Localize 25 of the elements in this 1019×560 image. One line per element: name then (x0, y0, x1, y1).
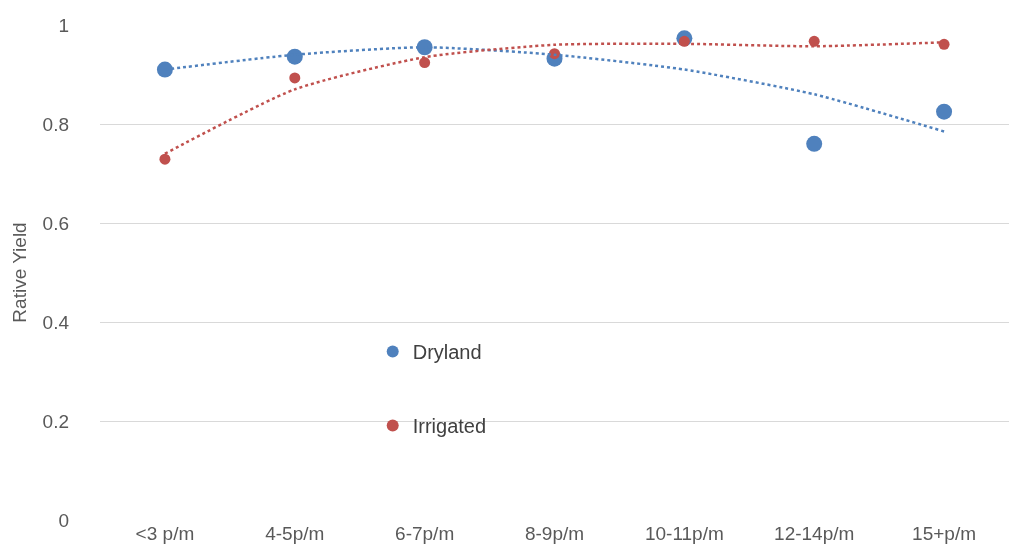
x-tick-label: <3 p/m (135, 523, 195, 544)
point (419, 57, 431, 69)
y-tick-label: 1 (58, 14, 69, 36)
y-tick-label: 0.4 (42, 311, 70, 333)
x-tick-label: 4-5p/m (265, 523, 325, 544)
point (806, 135, 823, 152)
point (938, 38, 950, 50)
y-tick-label: 0.6 (42, 212, 69, 234)
point (289, 72, 301, 84)
legend-label: Irrigated (412, 415, 487, 438)
x-tick-label: 10-11p/m (644, 523, 724, 544)
x-tick-label: 12-14p/m (774, 523, 855, 544)
x-tick-label: 15+p/m (912, 523, 977, 544)
x-tick-label: 6-7p/m (395, 523, 455, 544)
point (286, 48, 303, 65)
y-tick-label: 0.8 (42, 113, 69, 135)
x-tick-label: 8-9p/m (524, 523, 585, 544)
point (808, 35, 820, 47)
point (936, 103, 953, 120)
point (156, 61, 173, 78)
y-tick-label: 0 (58, 509, 69, 531)
point (159, 153, 171, 165)
legend-label: Dryland (412, 341, 482, 364)
y-tick-label: 0.2 (42, 410, 69, 432)
y-axis-title: Rative Yield (9, 222, 31, 323)
